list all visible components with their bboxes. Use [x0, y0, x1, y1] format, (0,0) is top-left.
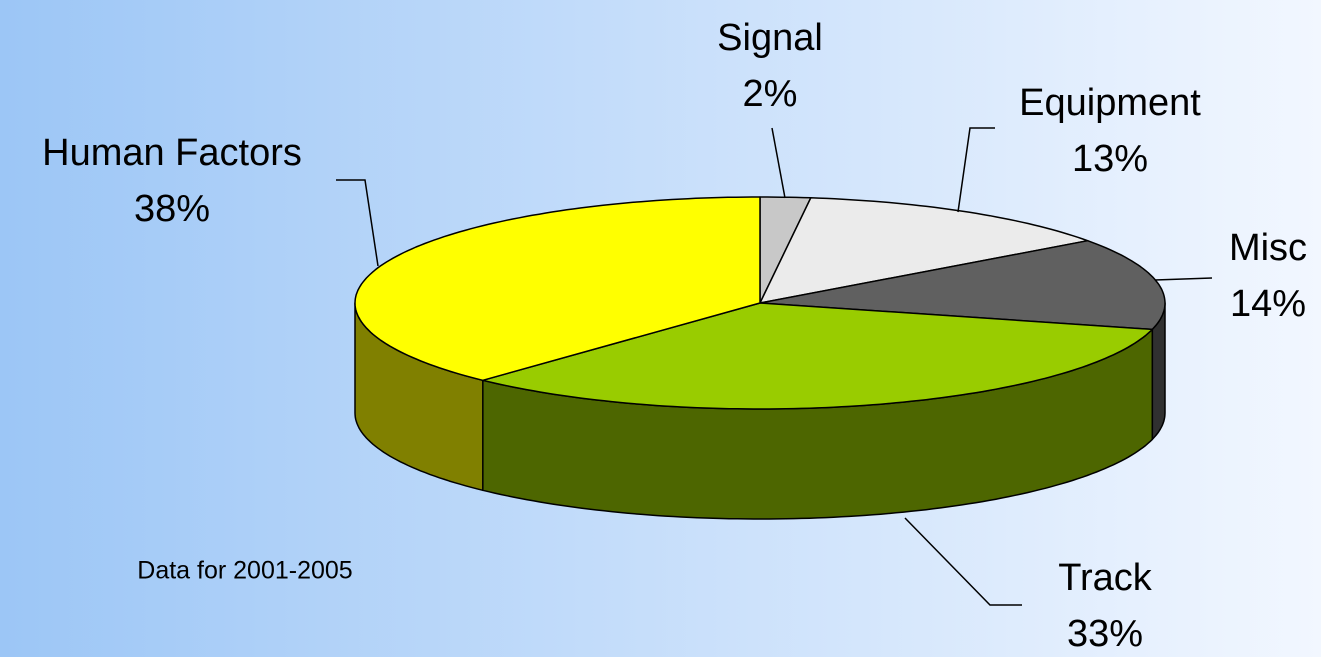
- leader-line: [771, 127, 786, 199]
- pie-slice: [759, 239, 1166, 331]
- slice-value: 38%: [134, 188, 210, 230]
- slice-value: 33%: [1067, 613, 1143, 655]
- leader-line: [957, 127, 995, 213]
- pie-slice: [759, 197, 1089, 304]
- slice-label: Equipment: [1019, 82, 1201, 124]
- slice-label: Signal: [717, 17, 823, 59]
- slice-value: 13%: [1072, 138, 1148, 180]
- slice-label: Track: [1058, 557, 1153, 599]
- leader-line: [904, 517, 1022, 606]
- annotation: Data for 2001-2005: [137, 557, 352, 585]
- slice-label: Misc: [1229, 227, 1307, 269]
- leader-line: [336, 179, 379, 267]
- slice-value: 14%: [1230, 283, 1306, 325]
- pie-slice: [482, 302, 1154, 410]
- pie-slice: [354, 196, 761, 382]
- slice-label: Human Factors: [42, 132, 302, 174]
- leader-line: [1154, 277, 1213, 281]
- slice-value: 2%: [743, 73, 798, 115]
